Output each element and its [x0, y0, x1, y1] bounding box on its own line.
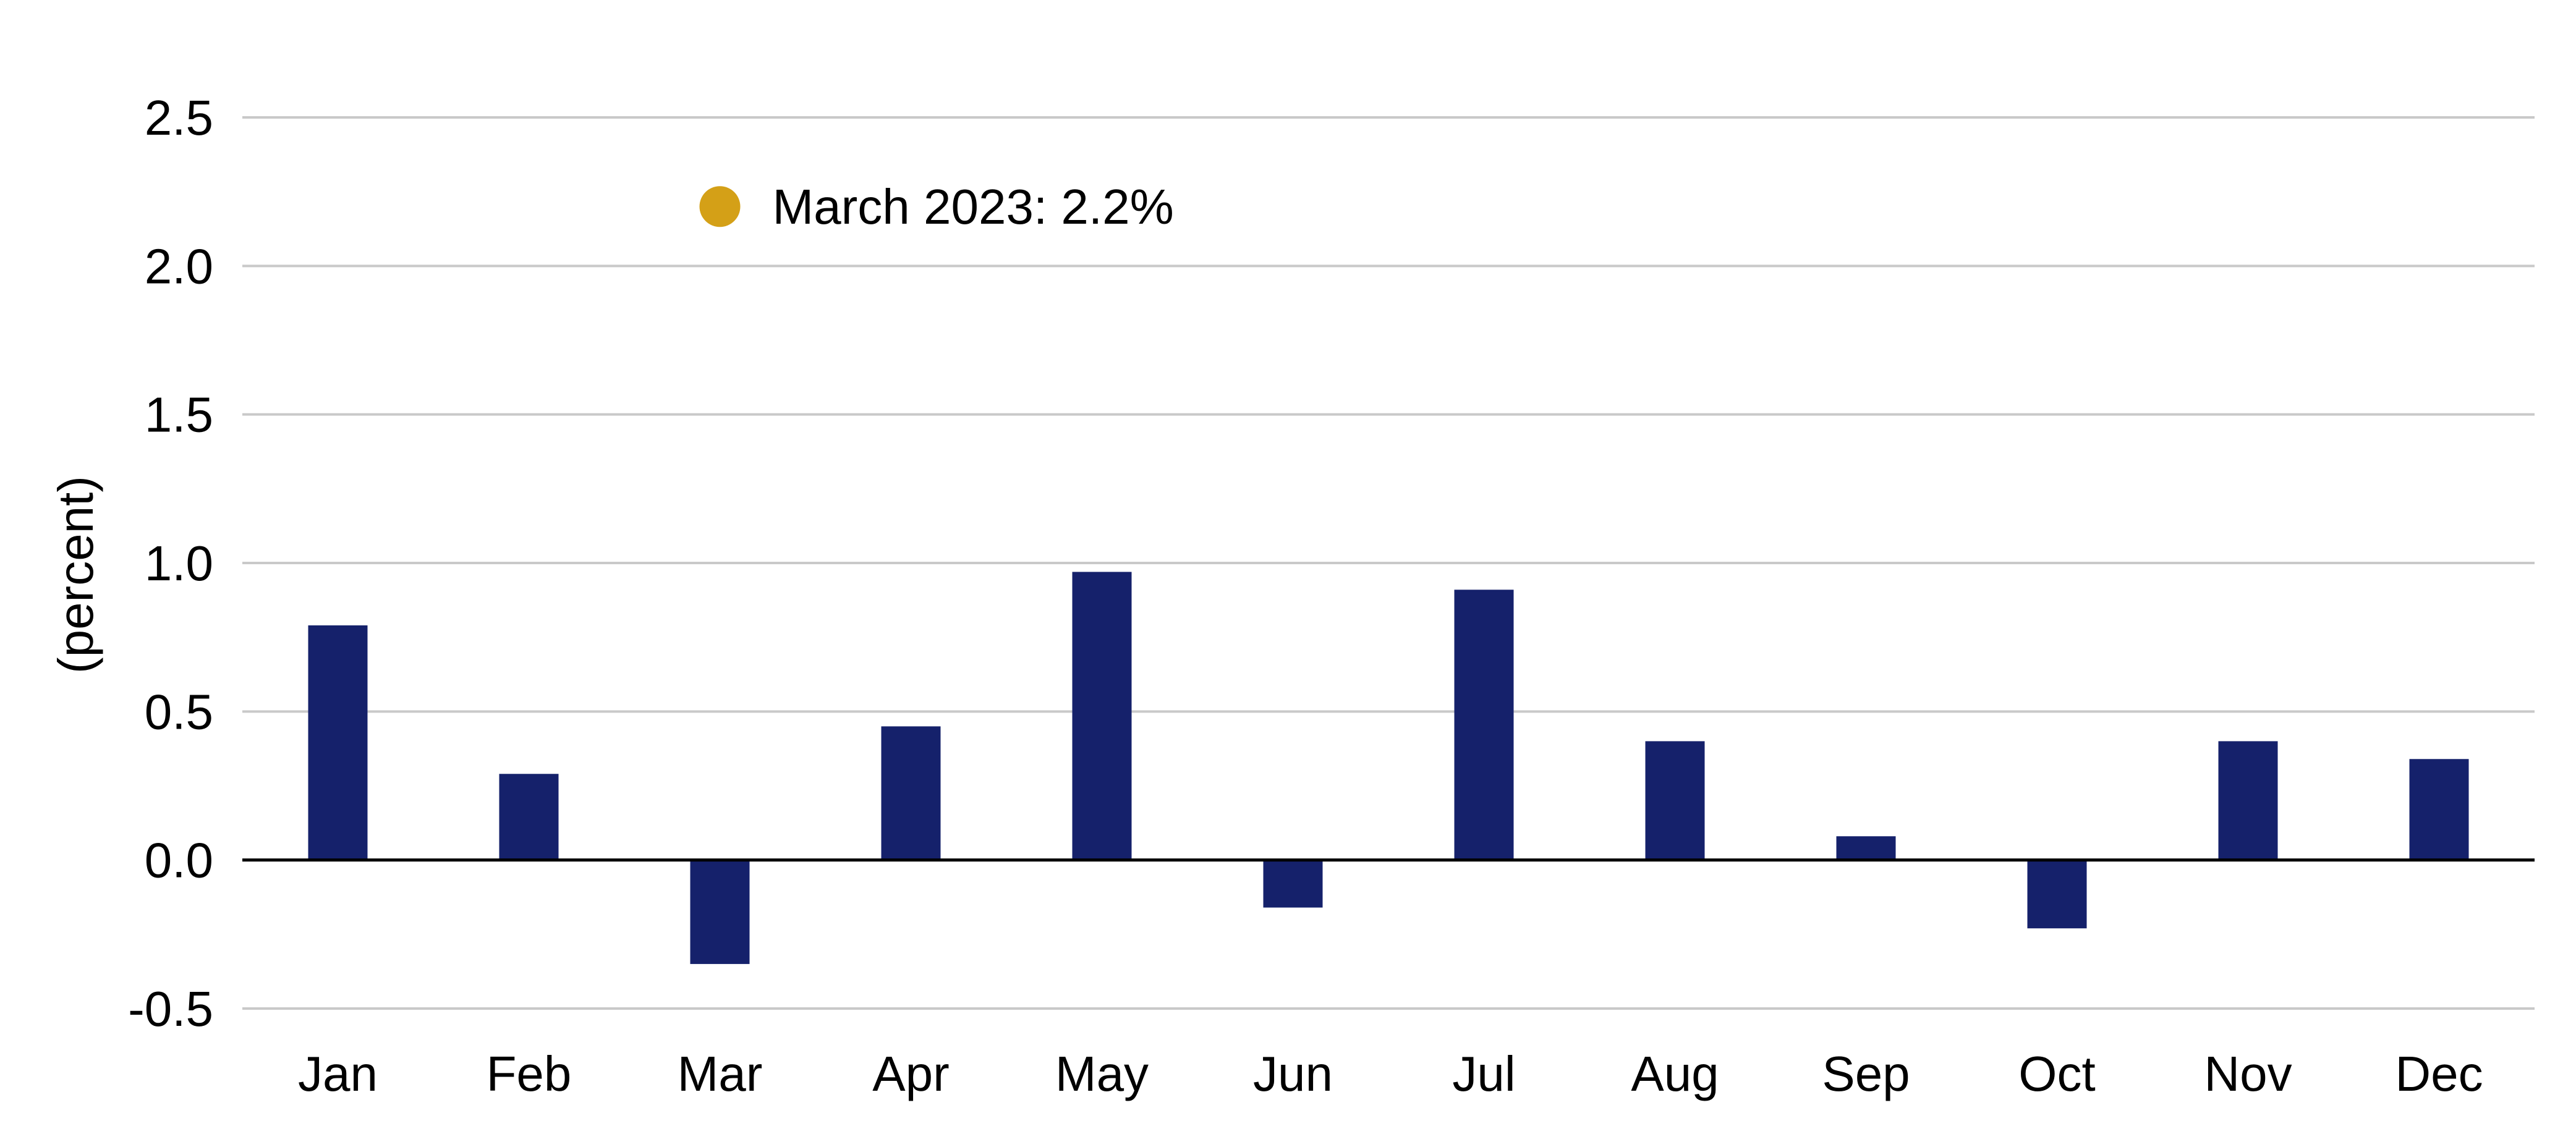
- y-tick-label: 2.5: [145, 90, 213, 145]
- y-tick-label: 0.0: [145, 833, 213, 888]
- y-tick-label: 1.0: [145, 536, 213, 591]
- annotation: March 2023: 2.2%: [699, 179, 1174, 234]
- bar-jun: [1263, 860, 1323, 908]
- x-tick-label-apr: Apr: [872, 1046, 950, 1101]
- bar-sep: [1836, 836, 1896, 860]
- y-axis-tick-labels: 2.5 2.0 1.5 1.0 0.5 0.0 -0.5: [128, 90, 213, 1036]
- y-tick-label: -0.5: [128, 981, 213, 1036]
- bar-jan: [308, 625, 368, 860]
- x-tick-label-jan: Jan: [298, 1046, 378, 1101]
- bar-apr: [881, 726, 941, 860]
- bar-aug: [1645, 741, 1705, 860]
- bar-dec: [2409, 759, 2469, 860]
- bar-jul: [1454, 590, 1514, 860]
- bar-nov: [2218, 741, 2278, 860]
- x-tick-label-jul: Jul: [1452, 1046, 1515, 1101]
- annotation-marker: [699, 186, 741, 227]
- x-tick-label-mar: Mar: [678, 1046, 763, 1101]
- x-tick-label-nov: Nov: [2204, 1046, 2292, 1101]
- bar-mar: [690, 860, 750, 964]
- x-axis-tick-labels: Jan Feb Mar Apr May Jun Jul Aug Sep Oct Nov Dec: [298, 1046, 2483, 1101]
- bars: [308, 572, 2469, 964]
- x-tick-label-oct: Oct: [2018, 1046, 2095, 1101]
- x-tick-label-feb: Feb: [487, 1046, 572, 1101]
- y-axis-title: (percent): [48, 476, 103, 674]
- gridlines: [242, 116, 2535, 1010]
- annotation-label: March 2023: 2.2%: [773, 179, 1174, 234]
- y-tick-label: 2.0: [145, 239, 213, 294]
- y-tick-label: 1.5: [145, 387, 213, 442]
- bar-feb: [499, 774, 559, 860]
- bar-oct: [2027, 860, 2087, 929]
- x-tick-label-sep: Sep: [1822, 1046, 1910, 1101]
- x-tick-label-jun: Jun: [1253, 1046, 1333, 1101]
- bar-may: [1072, 572, 1132, 860]
- y-tick-label: 0.5: [145, 684, 213, 739]
- x-tick-label-aug: Aug: [1631, 1046, 1719, 1101]
- x-tick-label-dec: Dec: [2395, 1046, 2483, 1101]
- x-tick-label-may: May: [1055, 1046, 1149, 1101]
